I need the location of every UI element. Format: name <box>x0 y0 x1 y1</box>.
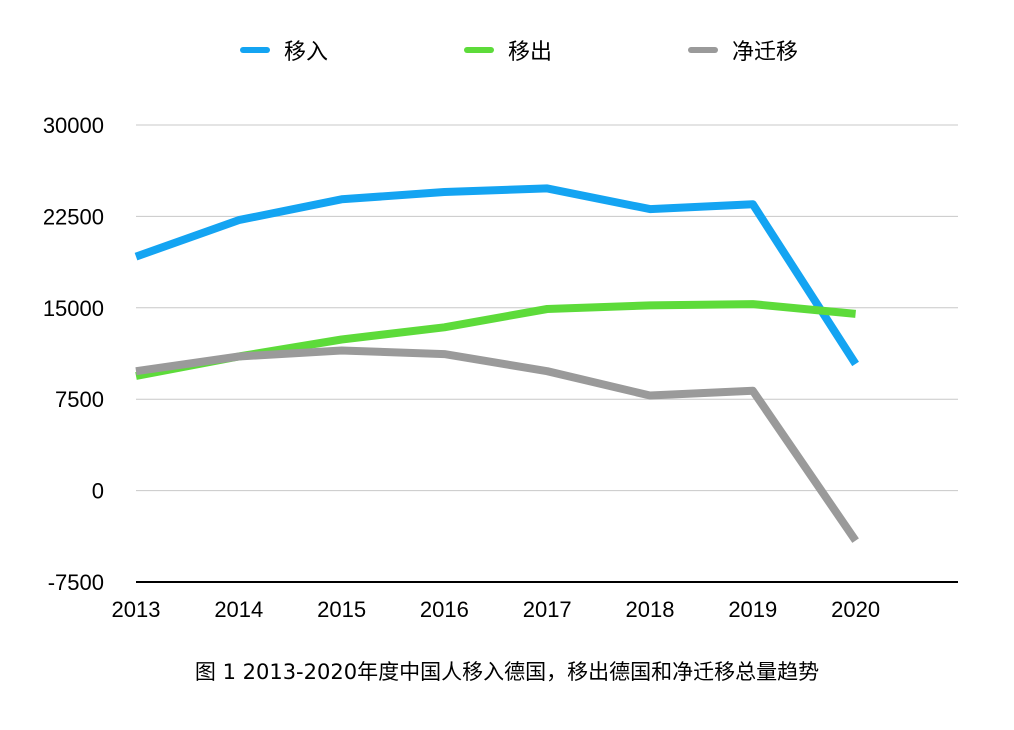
legend: 移入 移出 净迁移 <box>0 34 1014 66</box>
x-tick-label: 2018 <box>626 597 675 622</box>
figure-caption: 图 1 2013-2020年度中国人移入德国，移出德国和净迁移总量趋势 <box>194 660 820 684</box>
series-line-0 <box>134 184 859 367</box>
x-tick-label: 2016 <box>420 597 469 622</box>
legend-item-outflow: 移出 <box>464 34 552 66</box>
y-tick-label: 15000 <box>43 296 104 321</box>
legend-label-net: 净迁移 <box>732 40 799 65</box>
legend-swatch-inflow <box>240 47 270 53</box>
x-tick-label: 2013 <box>112 597 161 622</box>
x-tick-label: 2014 <box>214 597 263 622</box>
legend-label-inflow: 移入 <box>284 40 329 65</box>
legend-swatch-net <box>688 47 718 53</box>
legend-item-inflow: 移入 <box>240 34 328 66</box>
x-tick-label: 2020 <box>831 597 880 622</box>
legend-item-net: 净迁移 <box>688 34 798 66</box>
line-chart: 30000 22500 15000 7500 0 -7500 2013 2014 2015 201… <box>43 113 958 622</box>
legend-label-outflow: 移出 <box>508 40 553 65</box>
legend-swatch-outflow <box>464 47 494 53</box>
y-tick-label: 0 <box>92 479 104 504</box>
y-tick-label: 7500 <box>55 387 104 412</box>
y-tick-label: 22500 <box>43 204 104 229</box>
x-tick-label: 2015 <box>317 597 366 622</box>
x-tick-label: 2019 <box>728 597 777 622</box>
series-line-2 <box>135 346 859 543</box>
y-tick-label: -7500 <box>48 570 104 595</box>
y-tick-label: 30000 <box>43 113 104 138</box>
x-tick-label: 2017 <box>523 597 572 622</box>
